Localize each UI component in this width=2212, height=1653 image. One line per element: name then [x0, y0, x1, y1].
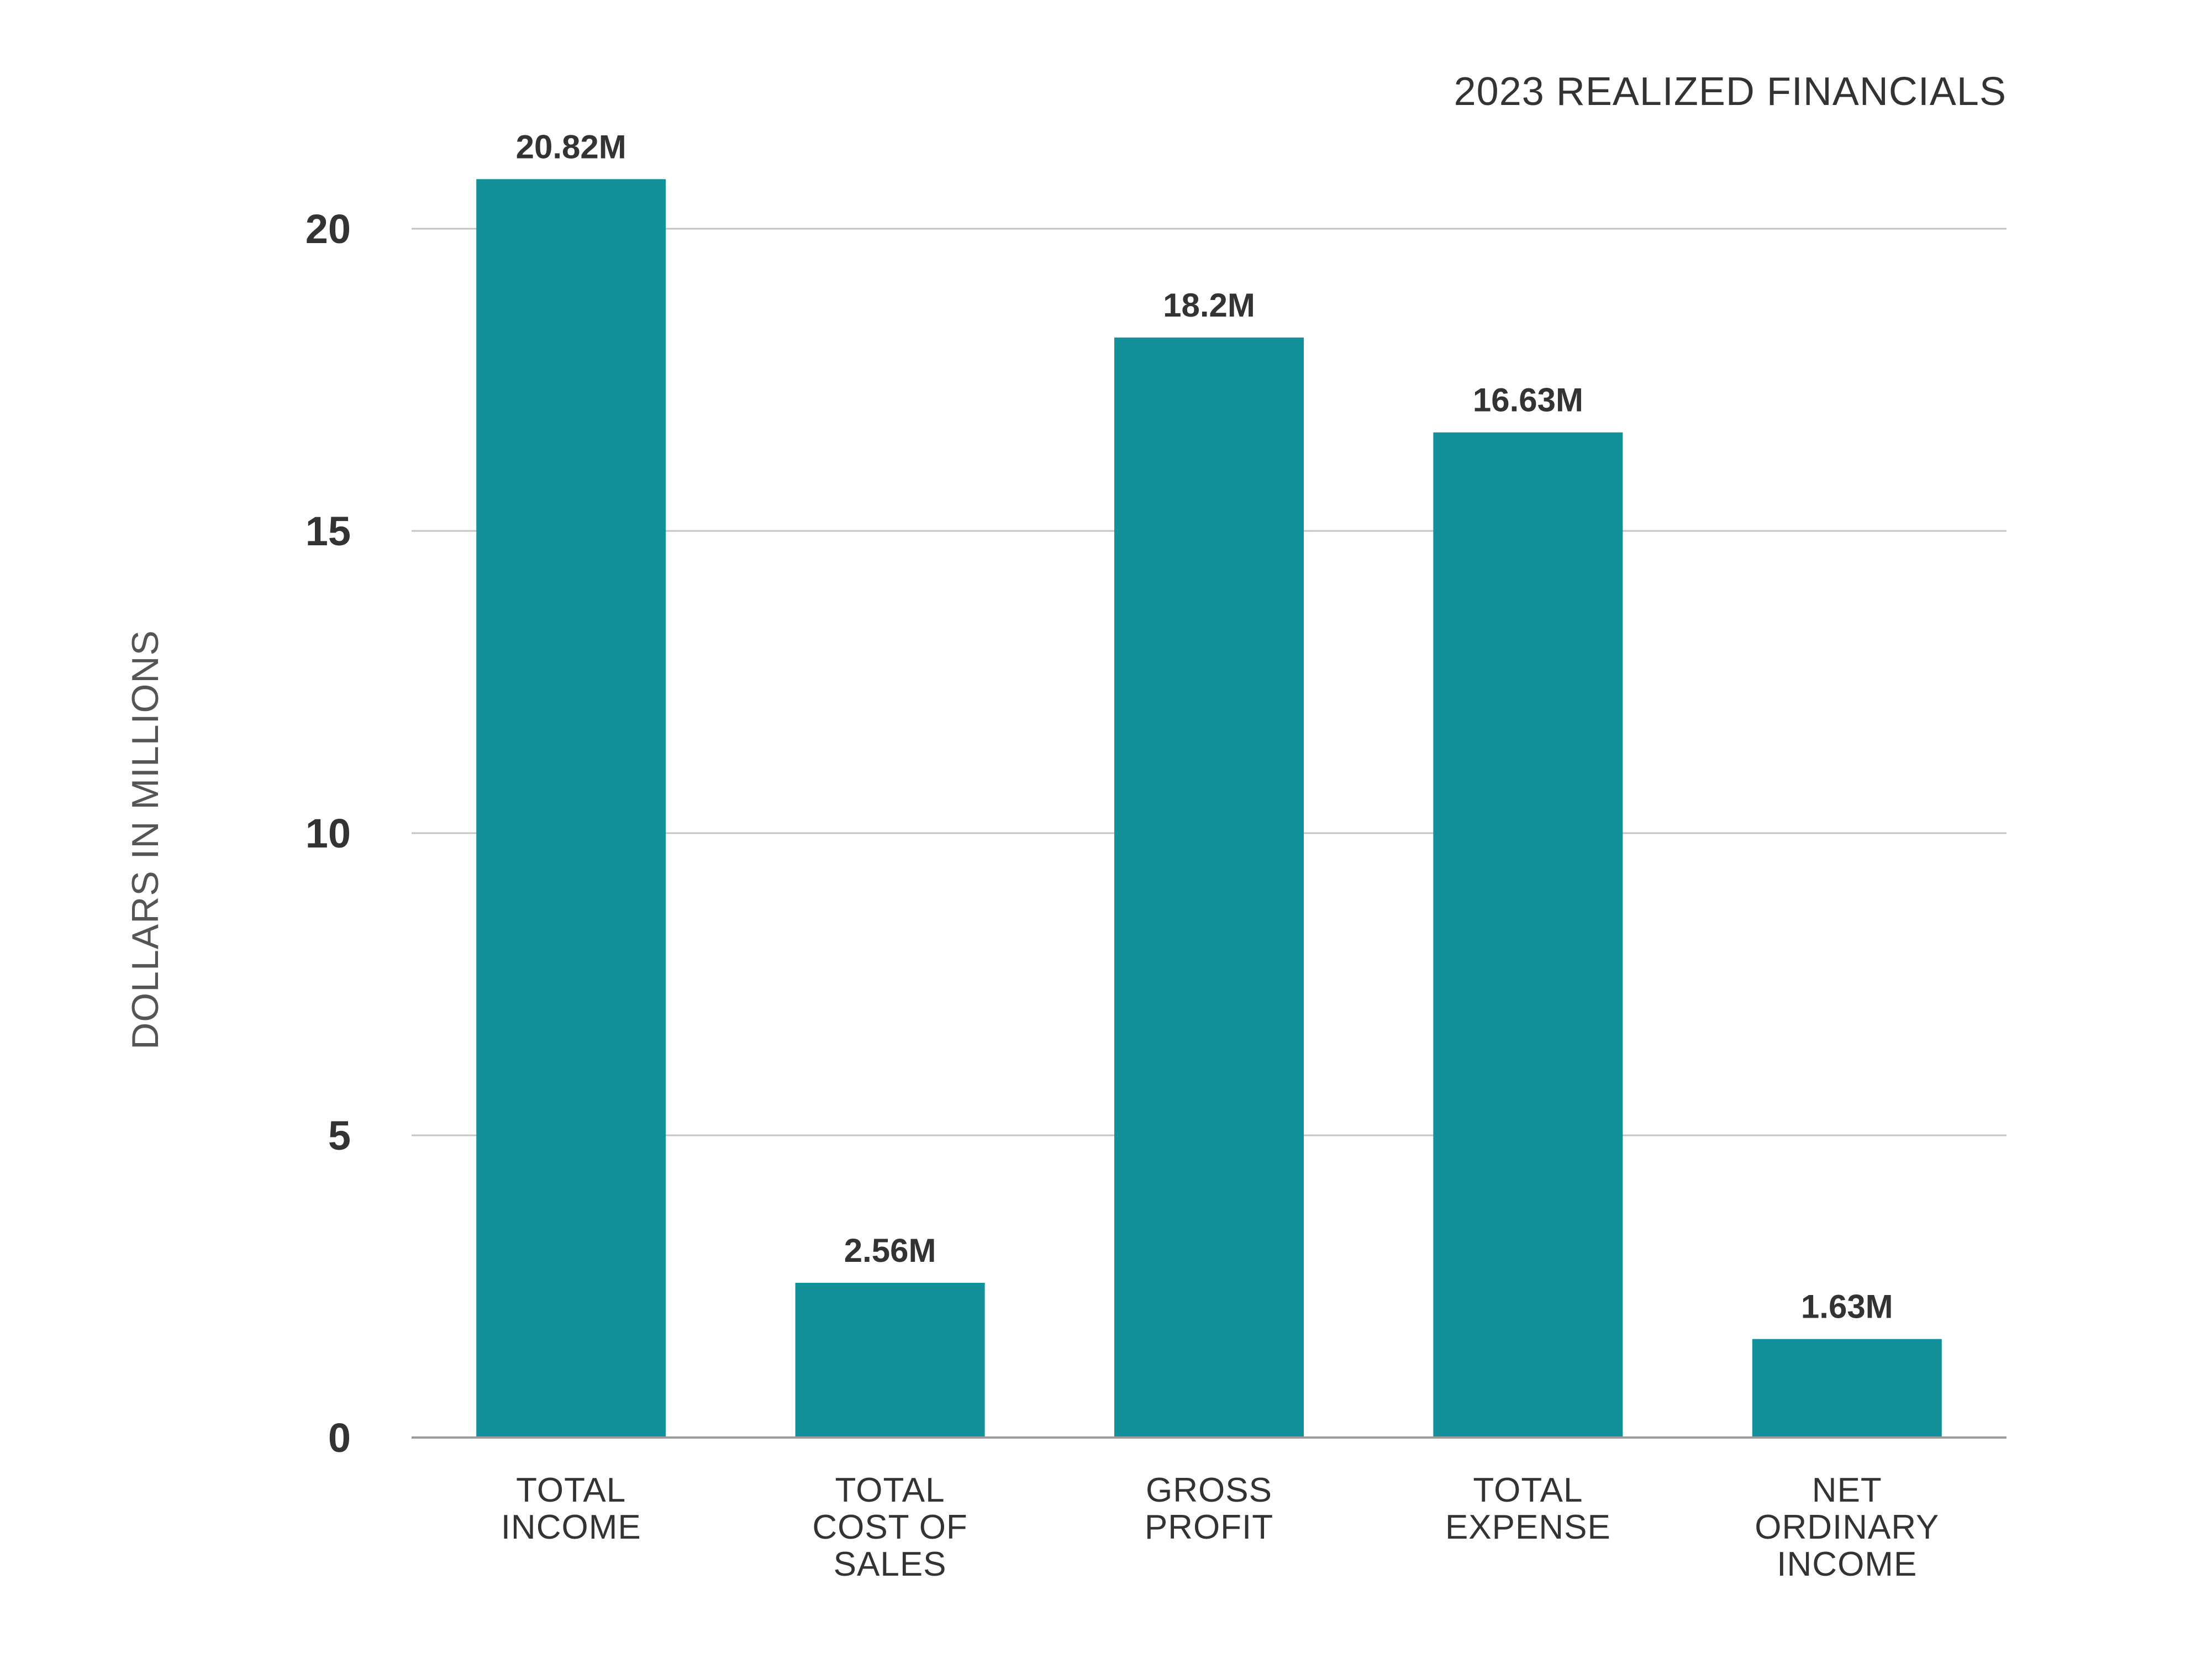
bar — [795, 1282, 985, 1438]
x-tick-label-line: GROSS — [1146, 1471, 1272, 1509]
x-tick-label-line: ORDINARY — [1755, 1508, 1939, 1546]
y-tick-label: 10 — [306, 810, 351, 856]
y-tick-label: 15 — [306, 508, 351, 554]
x-tick-label-line: INCOME — [1777, 1545, 1917, 1583]
x-tick-label-line: TOTAL — [516, 1471, 626, 1509]
data-label: 20.82M — [516, 128, 626, 165]
y-axis-title: DOLLARS IN MILLIONS — [124, 630, 166, 1050]
y-tick-label: 5 — [328, 1113, 351, 1159]
labels: 0510152020.82MTOTALINCOME2.56MTOTALCOST … — [306, 128, 1939, 1583]
y-tick-label: 0 — [328, 1415, 351, 1461]
bar — [1114, 337, 1304, 1438]
x-tick-label-line: TOTAL — [835, 1471, 945, 1509]
bars — [476, 179, 1942, 1438]
bar — [1433, 432, 1623, 1438]
bar — [1752, 1339, 1942, 1438]
x-tick-label-line: INCOME — [501, 1508, 641, 1546]
bar — [476, 179, 666, 1438]
chart-title: 2023 REALIZED FINANCIALS — [1454, 70, 2006, 114]
x-tick-label-line: COST OF — [812, 1508, 967, 1546]
data-label: 2.56M — [844, 1232, 936, 1269]
data-label: 1.63M — [1801, 1288, 1893, 1325]
x-tick-label-line: PROFIT — [1145, 1508, 1273, 1546]
data-label: 16.63M — [1473, 382, 1583, 419]
x-tick-label-line: SALES — [834, 1545, 947, 1583]
x-tick-label-line: NET — [1812, 1471, 1882, 1509]
x-tick-label-line: EXPENSE — [1445, 1508, 1611, 1546]
data-label: 18.2M — [1163, 287, 1255, 324]
x-tick-label-line: TOTAL — [1473, 1471, 1583, 1509]
y-tick-label: 20 — [306, 206, 351, 252]
